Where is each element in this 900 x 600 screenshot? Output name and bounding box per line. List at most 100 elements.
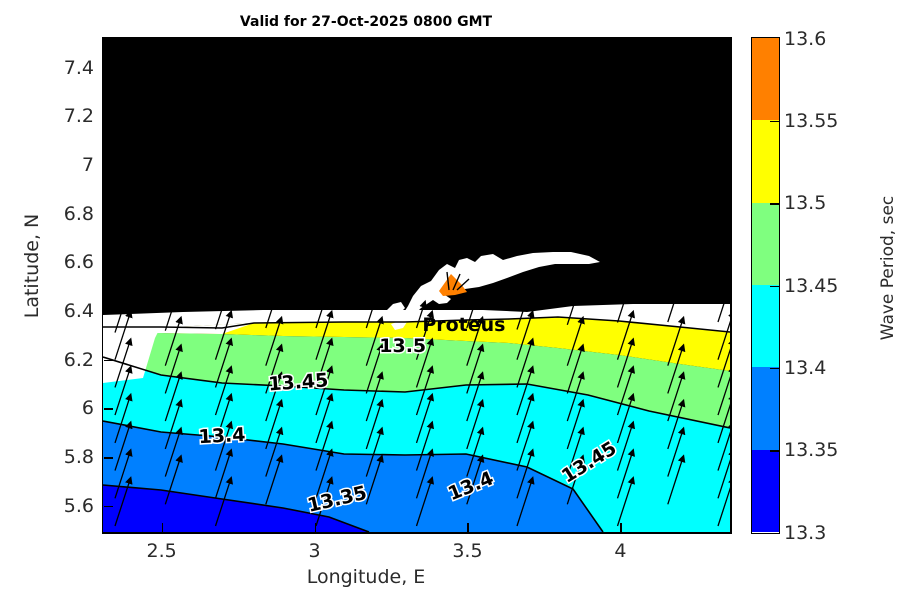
wave-direction-arrow (415, 365, 435, 416)
contour-band-13.45-13.50 (103, 333, 730, 428)
wave-direction-arrow (516, 301, 528, 330)
figure-title: Valid for 27-Oct-2025 0800 GMT (239, 14, 493, 30)
colorbar-tick-mark (770, 450, 779, 452)
map-plot-area[interactable]: 13.5 13.45 13.4 13.35 13.4 13.45 Proteus (102, 37, 732, 534)
wave-direction-arrow (516, 476, 535, 527)
lagoon-feature-west (387, 302, 407, 330)
colorbar-tick-label: 13.6 (784, 27, 827, 50)
x-axis-label: Longitude, E (306, 566, 426, 588)
y-tick-mark (104, 359, 113, 362)
x-tick-label: 3.5 (452, 540, 483, 562)
wave-direction-arrow (566, 371, 585, 422)
wave-direction-arrow (114, 304, 126, 333)
wave-direction-arrow (667, 293, 679, 323)
wave-direction-arrow (365, 371, 384, 422)
wave-direction-arrow (315, 309, 334, 360)
wave-direction-arrow (667, 454, 686, 505)
y-tick-mark (104, 408, 113, 410)
wave-direction-arrow (214, 420, 234, 471)
wave-direction-arrow (365, 299, 377, 329)
x-tick-label: 4 (614, 540, 627, 562)
contour-band-13.30-13.35 (103, 485, 369, 532)
colorbar-tick-label: 13.4 (784, 356, 827, 379)
y-tick-mark (104, 311, 113, 313)
wave-direction-arrow (365, 315, 384, 366)
wave-direction-arrow (616, 309, 636, 360)
wave-direction-arrow (667, 315, 686, 366)
wave-direction-arrow (164, 426, 183, 477)
wave-direction-arrow (114, 392, 133, 444)
colorbar-tick-label: 13.3 (784, 521, 827, 544)
wave-direction-arrow (415, 448, 435, 499)
wave-direction-arrow (315, 337, 334, 388)
coast-whitespace (103, 304, 730, 332)
y-tick-label: 5.8 (63, 446, 94, 469)
colorbar-tick-label: 13.45 (784, 274, 839, 297)
contour-line-13.45 (103, 356, 730, 429)
wave-direction-arrow (114, 365, 133, 416)
wave-direction-arrow (466, 454, 485, 505)
wave-direction-arrow (566, 426, 585, 477)
y-tick-label: 7.4 (63, 56, 94, 79)
wave-direction-arrow (315, 365, 334, 416)
wave-direction-arrow (566, 296, 578, 326)
wave-direction-arrows (114, 293, 730, 527)
wave-direction-arrow (717, 476, 730, 527)
wave-direction-arrow (365, 398, 384, 450)
colorbar[interactable] (751, 37, 780, 534)
wave-direction-arrow (717, 337, 730, 388)
wave-direction-arrow (616, 337, 636, 388)
y-tick-mark (104, 505, 113, 508)
station-spokes (446, 271, 470, 291)
wave-direction-arrow (516, 365, 535, 416)
wave-direction-arrow (214, 337, 234, 388)
wave-direction-arrow (616, 448, 636, 499)
colorbar-tick-mark (770, 120, 779, 123)
contour-line-13.40 (103, 420, 604, 532)
wave-direction-arrow (566, 398, 585, 450)
colorbar-band (752, 449, 779, 532)
y-tick-mark (104, 165, 113, 167)
wave-direction-arrow (667, 426, 686, 477)
wave-direction-arrow (616, 294, 628, 323)
contour-label: 13.5 (379, 335, 426, 357)
wave-direction-arrow (214, 365, 234, 416)
wave-direction-arrow (566, 343, 585, 394)
wave-direction-arrow (717, 420, 730, 471)
wave-direction-arrow (466, 371, 485, 422)
wave-direction-arrow (214, 392, 234, 444)
wave-direction-arrow (114, 309, 133, 360)
wave-direction-arrow (616, 476, 636, 527)
wave-direction-arrow (516, 337, 535, 388)
wave-direction-arrow (667, 398, 686, 450)
y-tick-label: 5.6 (63, 494, 94, 517)
y-tick-label: 6.2 (63, 348, 94, 371)
wave-direction-arrow (667, 371, 686, 422)
wave-direction-arrow (164, 302, 176, 331)
wave-direction-arrow (717, 448, 730, 499)
wave-direction-arrow (114, 476, 133, 527)
colorbar-tick-label: 13.5 (784, 192, 827, 215)
wave-direction-arrow (466, 426, 485, 477)
wave-direction-arrow (415, 392, 435, 444)
wave-direction-arrow (516, 448, 535, 499)
wave-direction-arrow (566, 454, 585, 505)
contour-lines (103, 316, 730, 532)
wave-direction-arrow (265, 371, 284, 422)
wave-direction-arrow (415, 420, 435, 471)
wave-direction-arrow (214, 301, 226, 330)
colorbar-tick-mark (770, 203, 779, 205)
y-axis-ticks: 5.6 5.8 6 6.2 6.4 6.6 6.8 7 7.2 7.4 (22, 0, 94, 600)
wave-direction-arrow (415, 476, 435, 527)
wave-direction-arrow (717, 365, 730, 416)
wave-direction-arrow (214, 476, 234, 527)
station-label: Proteus (422, 314, 505, 336)
y-tick-mark (104, 457, 113, 459)
colorbar-band (752, 367, 779, 450)
wave-direction-arrow (616, 365, 636, 416)
contour-line-13.35 (103, 484, 370, 532)
wave-direction-arrow (717, 392, 730, 444)
contour-label: 13.4 (198, 424, 246, 448)
